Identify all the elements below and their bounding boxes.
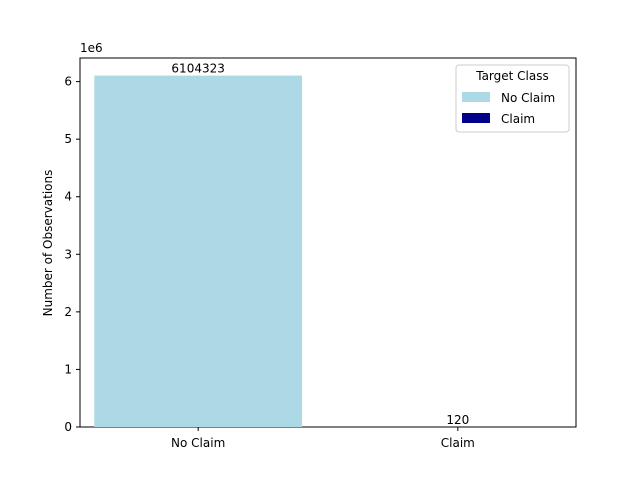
y-tick-label: 6 bbox=[64, 75, 72, 89]
legend: Target Class No Claim Claim bbox=[455, 64, 570, 133]
y-offset-text: 1e6 bbox=[80, 41, 103, 55]
y-tick-label: 5 bbox=[64, 132, 72, 146]
y-tick-label: 1 bbox=[64, 362, 72, 376]
plot-area bbox=[79, 57, 577, 428]
bar-value-label: 6104323 bbox=[171, 62, 224, 76]
y-tick-label: 4 bbox=[64, 190, 72, 204]
y-tick-label: 3 bbox=[64, 247, 72, 261]
legend-entry-label: No Claim bbox=[501, 91, 555, 105]
legend-swatch bbox=[462, 92, 490, 102]
y-axis-label: Number of Observations bbox=[41, 170, 55, 317]
y-tick-label: 2 bbox=[64, 305, 72, 319]
axes-frame bbox=[79, 57, 577, 428]
x-tick-label: No Claim bbox=[171, 436, 225, 450]
legend-entry-label: Claim bbox=[501, 112, 535, 126]
y-axis: 0 1 2 3 4 5 6 bbox=[64, 75, 80, 434]
bar-no-claim bbox=[94, 75, 303, 428]
bars bbox=[94, 75, 562, 428]
y-tick-label: 0 bbox=[64, 420, 72, 434]
legend-swatch bbox=[462, 113, 490, 123]
legend-title: Target Class bbox=[475, 69, 549, 83]
legend-entries: No Claim Claim bbox=[462, 91, 555, 126]
bar-labels: 6104323 120 bbox=[171, 62, 469, 427]
bar-value-label: 120 bbox=[446, 413, 469, 427]
x-tick-label: Claim bbox=[441, 436, 475, 450]
x-axis: No Claim Claim bbox=[171, 427, 475, 450]
